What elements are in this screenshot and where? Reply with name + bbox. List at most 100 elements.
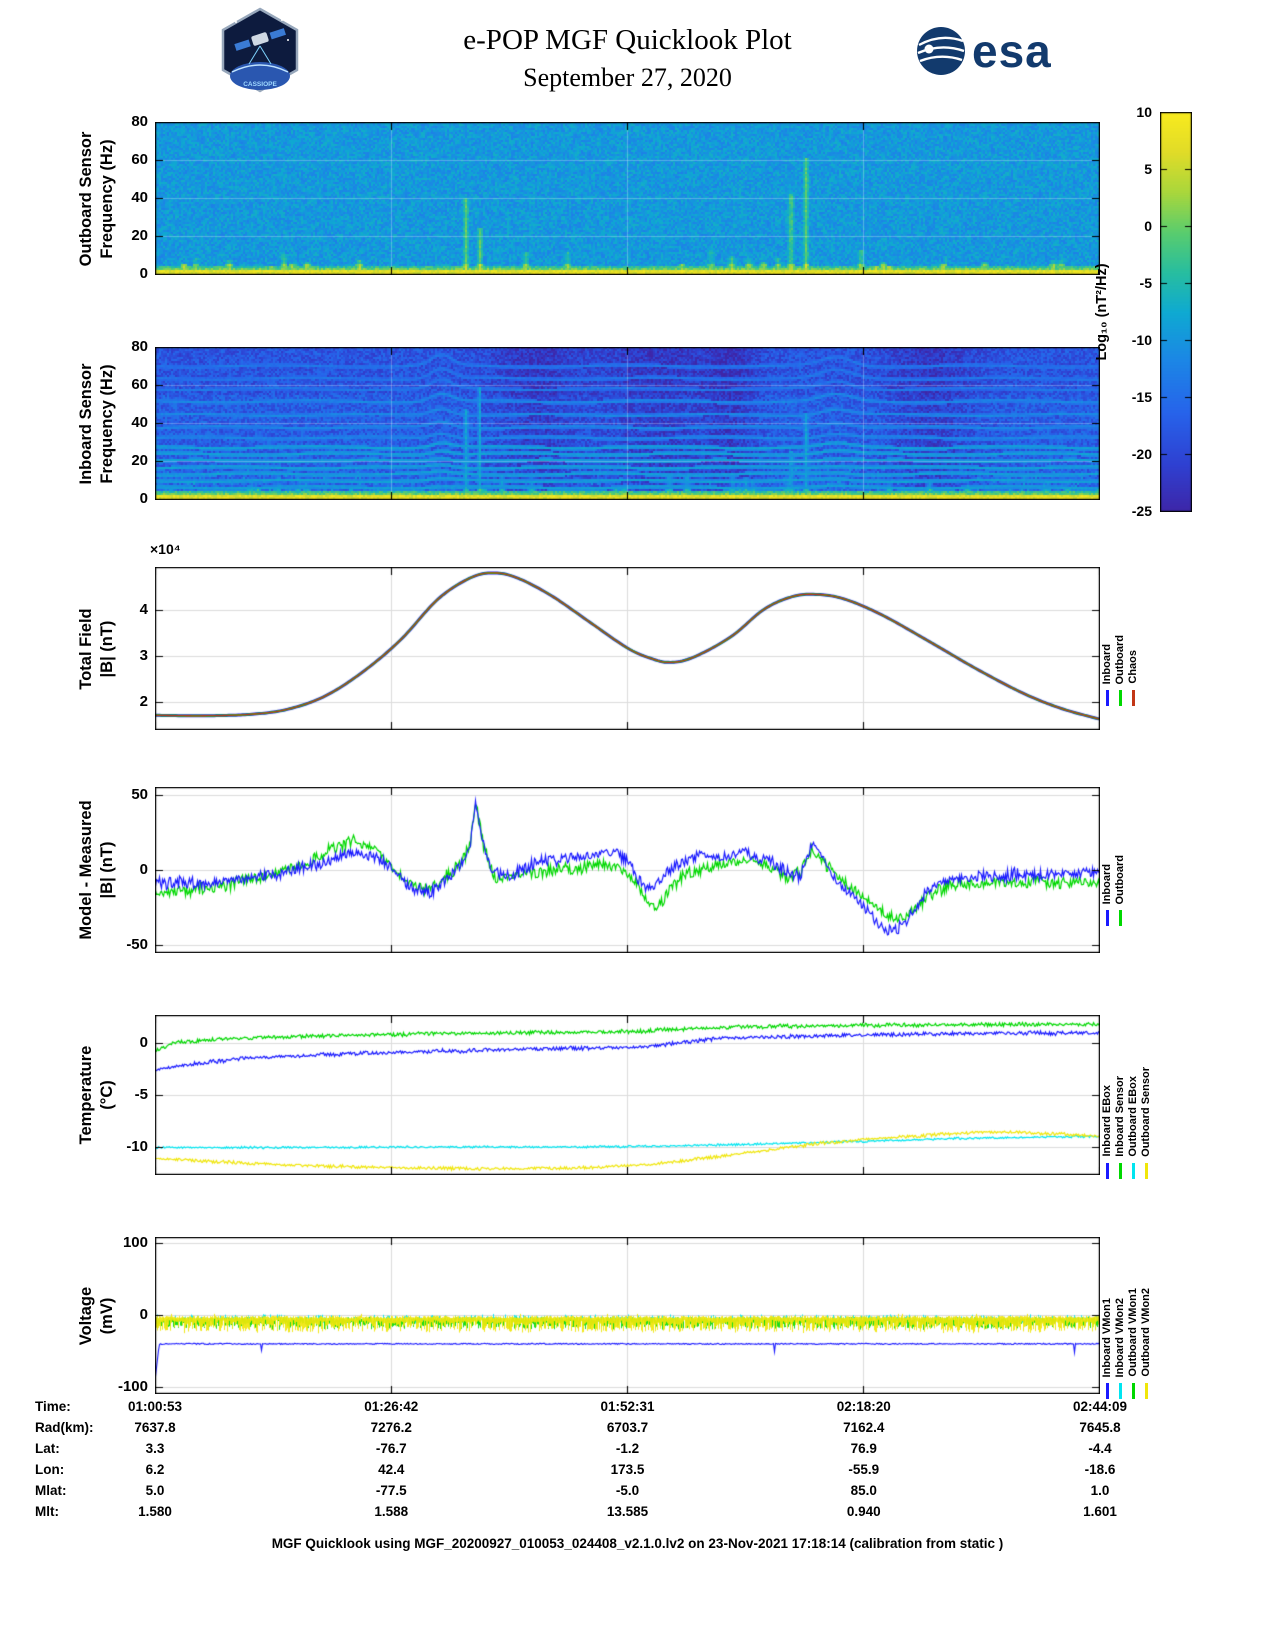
legend-total_field: Inboard Outboard Chaos	[1101, 570, 1140, 710]
y-tick-label: -50	[126, 935, 148, 953]
axis-table-cell: -18.6	[1084, 1462, 1116, 1477]
axis-table-cell: 5.0	[145, 1483, 165, 1498]
axis-table-cell: 6.2	[145, 1462, 165, 1477]
legend-label: Outboard EBox	[1127, 1076, 1139, 1157]
axis-table-cell: 0.940	[846, 1504, 881, 1519]
outboard-spectrogram-canvas	[155, 122, 1100, 275]
y-tick-label: 0	[139, 1306, 148, 1323]
colorbar-tick-label: 10	[1136, 104, 1152, 120]
cassiope-mission-patch-logo: CASSIOPE	[218, 6, 302, 99]
legend-label: Outboard VMon1	[1127, 1288, 1139, 1377]
axis-table-cell: -55.9	[848, 1462, 880, 1477]
colorbar-tick-label: -25	[1131, 503, 1152, 519]
axis-table-cell: 3.3	[145, 1441, 165, 1456]
axis-table-cell: -1.2	[615, 1441, 640, 1456]
legend-temperature: Inboard EBox Inboard Sensor Outboard EBox O…	[1101, 1015, 1153, 1183]
axis-table-cell: 7645.8	[1079, 1420, 1121, 1435]
y-tick-label: 50	[131, 785, 148, 803]
y-tick-label: 40	[131, 414, 148, 431]
axis-table-cell: 42.4	[378, 1462, 405, 1477]
y-tick-label: 60	[131, 376, 148, 393]
esa-globe-icon	[917, 27, 965, 75]
legend-line-sample	[1145, 1163, 1148, 1179]
legend-label: Inboard	[1101, 643, 1113, 684]
legend-line-sample	[1145, 1383, 1148, 1399]
legend-entry: Inboard	[1101, 800, 1114, 930]
legend-entry: Chaos	[1127, 570, 1140, 710]
y-tick-label: 2	[139, 692, 148, 710]
legend-line-sample	[1119, 910, 1122, 926]
colorbar-tick-label: -5	[1139, 275, 1152, 291]
legend-entry: Outboard	[1114, 570, 1127, 710]
axis-table-row-label: Rad(km):	[35, 1420, 94, 1435]
legend-label: Outboard Sensor	[1140, 1067, 1152, 1157]
y-tick-label: 20	[131, 452, 148, 469]
legend-label: Outboard VMon2	[1140, 1288, 1152, 1377]
axis-table-cell: 76.9	[850, 1441, 877, 1456]
y-tick-label: 60	[131, 151, 148, 168]
legend-label: Outboard	[1114, 854, 1126, 905]
legend-line-sample	[1106, 690, 1109, 706]
colorbar	[1160, 112, 1192, 512]
axis-table-row-label: Lat:	[35, 1441, 60, 1456]
legend-entry: Outboard Sensor	[1140, 1015, 1153, 1183]
colorbar-tick-label: 5	[1144, 161, 1152, 177]
axis-table-cell: 7276.2	[370, 1420, 412, 1435]
axis-table-cell: 02:44:09	[1072, 1399, 1128, 1414]
axis-table-cell: 6703.7	[606, 1420, 649, 1435]
legend-line-sample	[1106, 1383, 1109, 1399]
legend-line-sample	[1119, 690, 1122, 706]
y-tick-label: -10	[126, 1137, 148, 1155]
axis-table-row-label: Lon:	[35, 1462, 65, 1477]
legend-line-sample	[1119, 1383, 1122, 1399]
legend-entry: Inboard EBox	[1101, 1015, 1114, 1183]
axis-table-cell: 1.0	[1090, 1483, 1110, 1498]
axis-table-cell: 01:52:31	[600, 1399, 655, 1414]
axis-table-cell: 85.0	[850, 1483, 877, 1498]
y-tick-label: 80	[131, 113, 148, 130]
legend-line-sample	[1106, 1163, 1109, 1179]
footer-text: MGF Quicklook using MGF_20200927_010053_…	[271, 1536, 1004, 1551]
axis-table-cell: 1.580	[138, 1504, 172, 1519]
y-tick-label: 80	[131, 338, 148, 355]
total-field-exponent-label: ×10⁴	[150, 541, 181, 557]
axis-table-row-label: Mlt:	[35, 1504, 59, 1519]
legend-entry: Outboard VMon1	[1127, 1237, 1140, 1403]
model-minus-measured-canvas	[155, 787, 1100, 953]
legend-model_minus_measured: Inboard Outboard	[1101, 800, 1127, 930]
y-tick-label: 20	[131, 227, 148, 244]
legend-entry: Inboard VMon2	[1114, 1237, 1127, 1403]
axis-table-row-label: Mlat:	[35, 1483, 67, 1498]
esa-logo: esa	[916, 26, 1052, 76]
axis-table-cell: 01:00:53	[127, 1399, 183, 1414]
legend-entry: Outboard	[1114, 800, 1127, 930]
y-tick-label: 0	[139, 860, 148, 878]
colorbar-tick-label: -20	[1131, 446, 1152, 462]
axis-table-cell: 173.5	[610, 1462, 645, 1477]
axis-table-cell: 1.588	[374, 1504, 409, 1519]
y-tick-label: 3	[139, 646, 148, 664]
legend-entry: Outboard VMon2	[1140, 1237, 1153, 1403]
axis-table-cell: 1.601	[1083, 1504, 1117, 1519]
legend-entry: Inboard Sensor	[1114, 1015, 1127, 1183]
legend-label: Inboard	[1101, 863, 1113, 904]
y-tick-label: 100	[122, 1233, 148, 1251]
axis-table-cell: -5.0	[615, 1483, 640, 1498]
temperature-canvas	[155, 1015, 1100, 1175]
axis-table-cell: -76.7	[375, 1441, 407, 1456]
y-tick-label: 0	[139, 265, 148, 282]
axis-table-cell: -4.4	[1088, 1441, 1112, 1456]
axis-table-row-label: Time:	[35, 1399, 71, 1414]
legend-entry: Inboard VMon1	[1101, 1237, 1114, 1403]
axis-table-cell: 02:18:20	[836, 1399, 891, 1414]
y-tick-label: 40	[131, 189, 148, 206]
legend-line-sample	[1132, 1163, 1135, 1179]
y-tick-label: 4	[139, 601, 148, 619]
total-field-canvas	[155, 567, 1100, 730]
legend-label: Inboard VMon1	[1101, 1297, 1113, 1377]
y-tick-label: -100	[117, 1378, 148, 1396]
axis-table-cell: 7637.8	[134, 1420, 176, 1435]
voltage-canvas	[155, 1237, 1100, 1394]
legend-label: Inboard EBox	[1101, 1085, 1113, 1157]
